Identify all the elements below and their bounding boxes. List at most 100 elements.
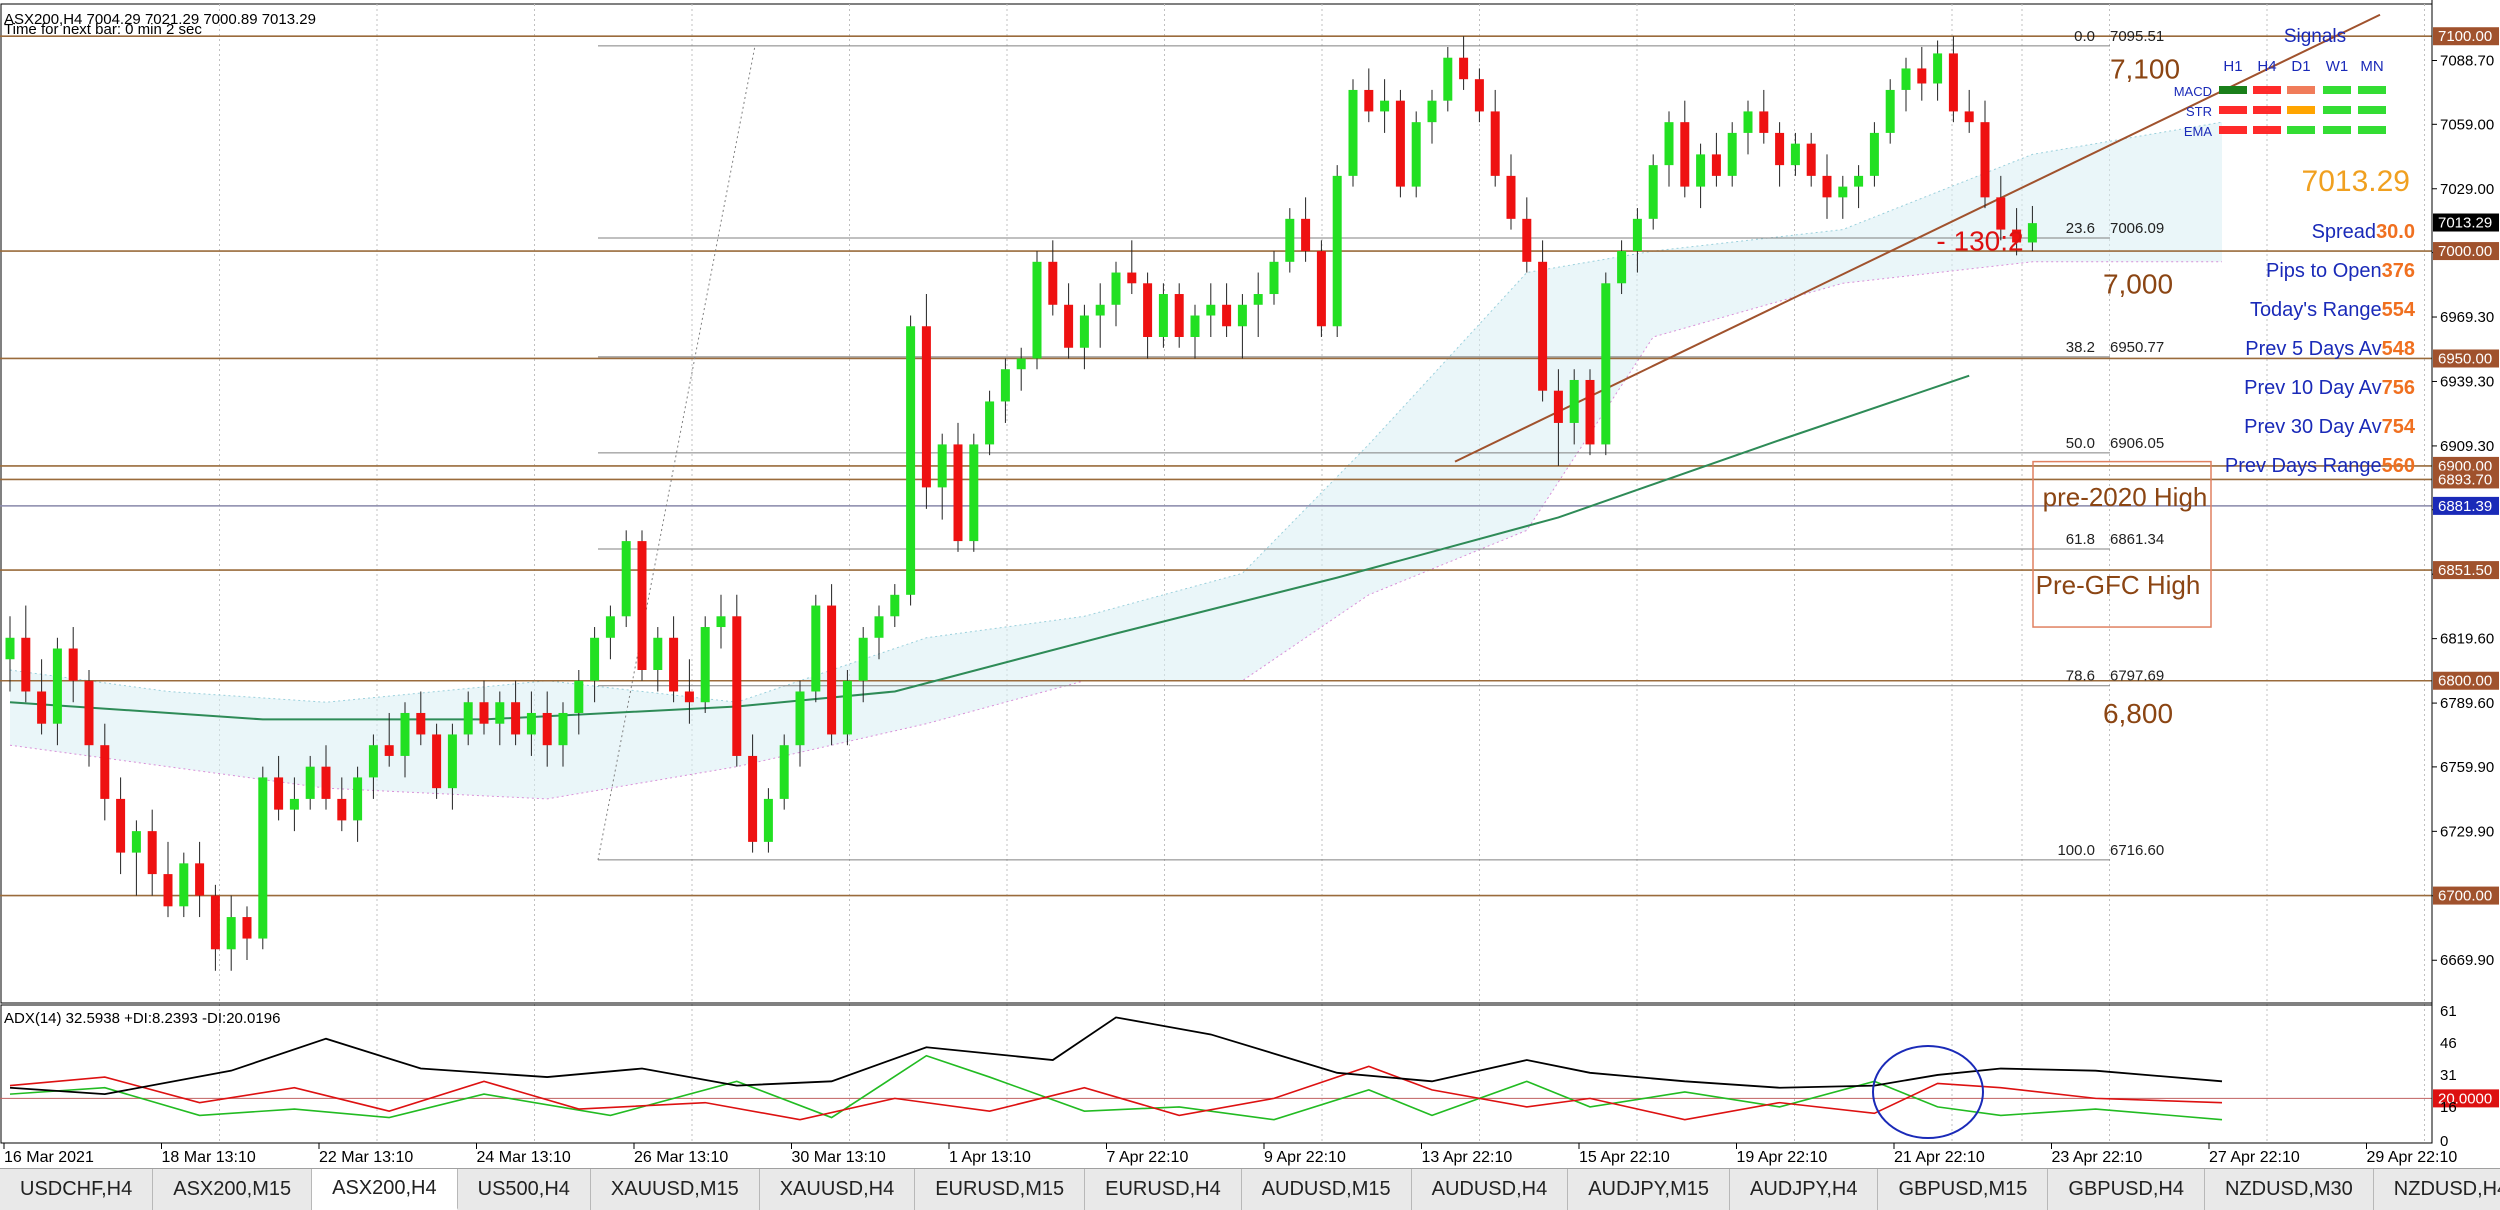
signal-col-header: H4 — [2257, 58, 2276, 75]
chart-tab[interactable]: ASX200,H4 — [312, 1169, 458, 1210]
candle-body — [1285, 218, 1295, 262]
chart-tab[interactable]: GBPUSD,H4 — [2048, 1169, 2205, 1210]
time-tick-label: 13 Apr 22:10 — [1422, 1149, 1513, 1166]
candle-body — [605, 616, 615, 638]
candle-body — [68, 648, 78, 681]
candle-body — [384, 745, 394, 756]
candle-body — [495, 702, 505, 724]
chart-tab[interactable]: US500,H4 — [457, 1169, 591, 1210]
signal-cell — [2253, 106, 2281, 114]
candle-body — [479, 702, 489, 724]
time-tick-label: 29 Apr 22:10 — [2367, 1149, 2458, 1166]
chart-tab[interactable]: NZDUSD,H4 — [2373, 1169, 2500, 1210]
highs-box — [2032, 460, 2212, 628]
candle-body — [637, 541, 647, 670]
candle-body — [1064, 304, 1074, 348]
candle-body — [1206, 304, 1216, 316]
signal-cell — [2323, 86, 2351, 94]
candle-body — [732, 616, 742, 756]
candle-body — [953, 444, 963, 542]
axis-tick-label: 6759.90 — [2440, 759, 2494, 776]
candle-body — [1316, 251, 1326, 327]
candle-body — [921, 326, 931, 488]
adx-tick-label: 31 — [2440, 1067, 2457, 1084]
chart-tab[interactable]: GBPUSD,M15 — [1878, 1169, 2049, 1210]
candle-body — [1095, 304, 1105, 316]
candle-body — [226, 917, 236, 950]
signal-cell — [2358, 106, 2386, 114]
time-tick-label: 1 Apr 13:10 — [949, 1149, 1031, 1166]
stat-row: Prev 30 Day Av754 — [2244, 416, 2416, 438]
price-chart[interactable]: 0.0 7095.51 23.6 7006.09 38.2 6950.77 50.0 6906… — [0, 0, 2500, 1168]
time-tick-label: 18 Mar 13:10 — [162, 1149, 256, 1166]
chart-tab[interactable]: ASX200,M15 — [153, 1169, 313, 1210]
candle-body — [463, 702, 473, 735]
horizontal-levels — [0, 35, 2432, 897]
chart-tab[interactable]: AUDUSD,M15 — [1241, 1169, 1412, 1210]
price-tag-bg — [2433, 27, 2499, 46]
stat-value: 548 — [2382, 338, 2415, 360]
fib-pct-label: 61.8 — [2066, 531, 2095, 548]
fibonacci-retracement: 0.0 7095.51 23.6 7006.09 38.2 6950.77 50.0 6906… — [597, 28, 2164, 861]
price-tag-label: 6950.00 — [2438, 350, 2492, 367]
candle-body — [827, 605, 837, 735]
adx-tick-label: 61 — [2440, 1003, 2457, 1020]
chart-tab[interactable]: NZDUSD,M30 — [2204, 1169, 2374, 1210]
candle-body — [1443, 57, 1453, 101]
stat-row: Prev Days Range560 — [2225, 455, 2415, 477]
chart-tab[interactable]: USDCHF,H4 — [0, 1169, 154, 1210]
price-tag-label: 7013.29 — [2438, 215, 2492, 232]
candle-body — [337, 798, 347, 821]
candle-body — [890, 594, 900, 617]
chart-tab[interactable]: EURUSD,H4 — [1085, 1169, 1242, 1210]
annotation-label: 7,000 — [2103, 268, 2173, 299]
chart-tab[interactable]: AUDJPY,H4 — [1730, 1169, 1879, 1210]
candle-body — [669, 637, 679, 692]
price-tag-label: 6800.00 — [2438, 673, 2492, 690]
current-price-display: 7013.29 — [2302, 165, 2410, 198]
candle-body — [447, 734, 457, 789]
candle-body — [684, 691, 694, 703]
signal-cell — [2323, 126, 2351, 134]
axis-tick-label: 7059.00 — [2440, 116, 2494, 133]
fib-trend-line — [597, 45, 756, 861]
signal-row-label: MACD — [2174, 84, 2212, 99]
candle-body — [590, 637, 600, 681]
candle-body — [763, 798, 773, 842]
annotation-label: 7,100 — [2110, 53, 2180, 84]
price-tag-bg — [2433, 456, 2499, 475]
chart-tab[interactable]: XAUUSD,M15 — [590, 1169, 760, 1210]
signal-col-header: H1 — [2223, 58, 2242, 75]
fib-value-label: 7006.09 — [2110, 220, 2164, 237]
adx-tick-label: 0 — [2440, 1133, 2448, 1150]
fib-pct-label: 50.0 — [2066, 435, 2095, 452]
candle-body — [100, 745, 110, 799]
time-tick-label: 27 Apr 22:10 — [2209, 1149, 2300, 1166]
chart-annotations: 7,100 7,000 6,800 pre-2020 High Pre-GFC High… — [1936, 53, 2212, 729]
adx-tick-label: 16 — [2440, 1099, 2457, 1116]
stat-label: Prev Days Range — [2225, 455, 2382, 477]
candle-body — [432, 734, 442, 789]
chart-tab[interactable]: XAUUSD,H4 — [759, 1169, 916, 1210]
candle-body — [842, 680, 852, 735]
chart-tab[interactable]: AUDJPY,M15 — [1568, 1169, 1730, 1210]
fib-pct-label: 100.0 — [2057, 842, 2095, 859]
fib-value-label: 6906.05 — [2110, 435, 2164, 452]
candle-body — [1648, 165, 1658, 219]
time-tick-label: 9 Apr 22:10 — [1264, 1149, 1346, 1166]
minus-di-line — [9, 1065, 2223, 1121]
bar-timer: Time for next bar: 0 min 2 sec — [4, 21, 202, 38]
price-tag-bg — [2433, 496, 2499, 515]
candle-body — [1411, 122, 1421, 187]
chart-tab[interactable]: EURUSD,M15 — [915, 1169, 1086, 1210]
signal-col-header: W1 — [2326, 58, 2349, 75]
candle-body — [906, 326, 916, 595]
symbol-header: ASX200,H4 7004.29 7021.29 7000.89 7013.2… — [4, 11, 316, 28]
axis-tick-label: 7029.00 — [2440, 181, 2494, 198]
chart-tab[interactable]: AUDUSD,H4 — [1411, 1169, 1569, 1210]
stat-row: Prev 10 Day Av756 — [2244, 377, 2415, 399]
signal-row-label: STR — [2186, 104, 2212, 119]
signal-cell — [2323, 106, 2351, 114]
stat-value: 376 — [2382, 260, 2415, 282]
time-axis: 16 Mar 2021 18 Mar 13:10 22 Mar 13:10 24 Ma… — [3, 1143, 2458, 1166]
